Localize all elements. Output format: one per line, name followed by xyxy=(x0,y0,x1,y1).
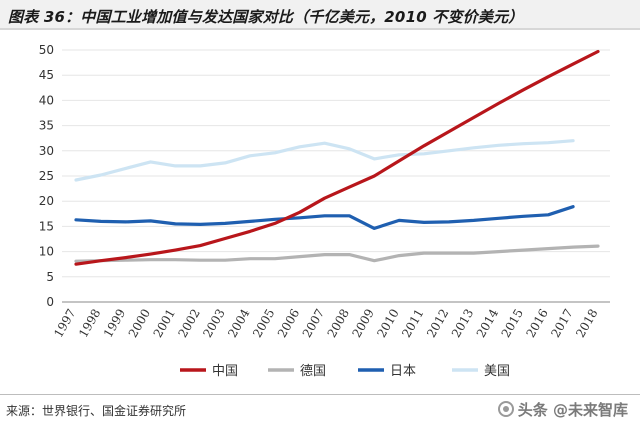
y-tick-label: 10 xyxy=(39,245,54,259)
x-tick-label: 2016 xyxy=(523,307,550,340)
series-line-1 xyxy=(74,49,600,266)
legend-label: 美国 xyxy=(484,364,510,379)
legend-label: 德国 xyxy=(300,364,326,379)
x-tick-label: 2012 xyxy=(424,307,451,340)
y-tick-label: 5 xyxy=(46,270,54,284)
x-tick-label: 1997 xyxy=(51,307,78,340)
x-tick-label: 2006 xyxy=(275,307,302,340)
y-tick-label: 25 xyxy=(39,169,54,183)
y-tick-label: 20 xyxy=(39,194,54,208)
watermark-logo-icon xyxy=(497,401,514,417)
figure-title-bar: 图表 36：中国工业增加值与发达国家对比（千亿美元，2010 不变价美元） xyxy=(0,0,640,30)
y-tick-label: 45 xyxy=(39,68,54,82)
x-tick-label: 2013 xyxy=(449,307,476,340)
series-line-2 xyxy=(74,244,600,263)
watermark-text: 头条 @未来智库 xyxy=(517,400,628,419)
x-tick-label: 2014 xyxy=(474,306,502,340)
x-tick-label: 2007 xyxy=(300,307,327,340)
x-tick-label: 2003 xyxy=(200,307,227,340)
x-tick-label: 2008 xyxy=(325,307,352,340)
legend-label: 日本 xyxy=(390,364,416,379)
y-tick-label: 35 xyxy=(39,119,54,133)
x-tick-label: 2004 xyxy=(225,306,253,340)
source-bar: 来源：世界银行、国金证券研究所 头条 @未来智库 xyxy=(0,394,640,423)
y-tick-label: 0 xyxy=(46,295,54,309)
x-tick-label: 2017 xyxy=(548,307,575,340)
x-tick-label: 2009 xyxy=(349,307,376,340)
y-tick-label: 30 xyxy=(39,144,54,158)
figure-title: 图表 36：中国工业增加值与发达国家对比（千亿美元，2010 不变价美元） xyxy=(8,8,524,26)
x-tick-label: 1999 xyxy=(101,307,128,340)
x-tick-label: 1998 xyxy=(76,307,103,340)
watermark: 头条 @未来智库 xyxy=(497,397,628,421)
x-tick-label: 2015 xyxy=(499,307,526,340)
x-tick-label: 2011 xyxy=(399,307,426,340)
source-note: 来源：世界银行、国金证券研究所 xyxy=(6,404,187,418)
x-tick-label: 2001 xyxy=(151,307,178,340)
y-tick-label: 50 xyxy=(39,43,54,57)
series-line-4 xyxy=(74,139,575,182)
x-tick-label: 2010 xyxy=(374,307,401,340)
x-tick-label: 2005 xyxy=(250,307,277,340)
x-tick-label: 2002 xyxy=(175,307,202,340)
line-chart: 0 5 10 15 20 25 30 35 40 45 50 19971998199920002001… xyxy=(39,43,610,379)
x-tick-label: 2000 xyxy=(126,307,153,340)
legend-label: 中国 xyxy=(212,364,238,379)
y-tick-label: 15 xyxy=(39,219,54,233)
y-tick-label: 40 xyxy=(39,93,54,107)
x-tick-label: 2018 xyxy=(573,307,600,340)
series-line-3 xyxy=(74,205,575,230)
